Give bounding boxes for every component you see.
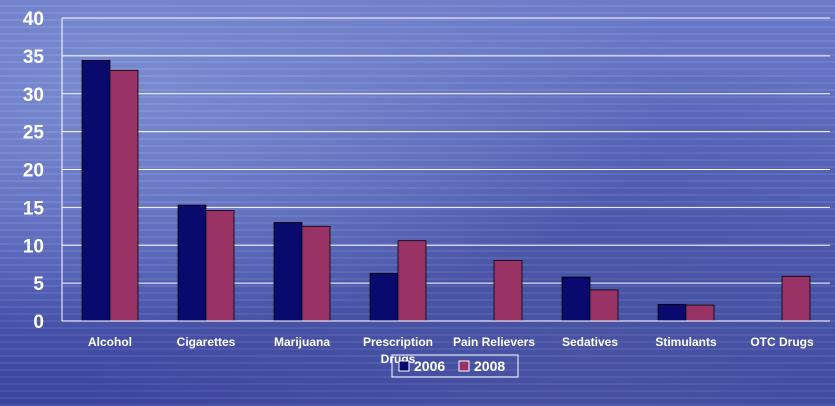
x-tick-label: Alcohol (88, 335, 132, 349)
legend-box (391, 354, 519, 378)
x-tick-label: Stimulants (655, 335, 717, 349)
bars (81, 60, 811, 322)
y-tick-label: 0 (33, 312, 44, 333)
bar-2008-cigarettes (205, 210, 235, 322)
bar-2006-stimulants (657, 303, 687, 322)
bar-2008-sedatives (589, 289, 619, 322)
bar-2008-prescription-drugs (397, 240, 427, 322)
x-tick-label: Sedatives (562, 335, 618, 349)
legend: 2006 2008 (391, 354, 519, 378)
x-axis: Alcohol Cigarettes Marijuana Prescription Dr… (62, 320, 830, 366)
bar-2008-marijuana (301, 225, 331, 322)
legend-swatch (458, 360, 470, 372)
gridlines (62, 17, 830, 284)
y-tick-label: 15 (23, 198, 45, 219)
y-tick-label: 40 (23, 9, 44, 30)
x-tick-label: Cigarettes (177, 335, 236, 349)
bar-2006-sedatives (561, 276, 591, 322)
x-tick-label: Marijuana (274, 335, 330, 349)
bar-2008-alcohol (109, 69, 139, 322)
y-tick-label: 5 (33, 274, 44, 295)
x-tick-label: Pain Relievers (453, 335, 535, 349)
legend-label: 2008 (474, 358, 505, 374)
y-tick-label: 20 (23, 161, 44, 182)
y-tick-label: 30 (23, 85, 44, 106)
bar-2008-pain-relievers (493, 259, 523, 322)
x-tick-label: OTC Drugs (750, 335, 814, 349)
x-tick-label: Drugs (381, 352, 416, 366)
legend-label: 2006 (414, 358, 445, 374)
bar-2006-cigarettes (177, 204, 207, 322)
x-tick-label: Prescription (363, 335, 433, 349)
bar-2006-prescription-drugs (369, 272, 399, 322)
bar-2006-marijuana (273, 222, 303, 322)
y-axis: 0 5 10 15 20 25 30 35 40 (23, 9, 63, 333)
bar-2006-alcohol (81, 60, 111, 322)
legend-swatch (398, 360, 410, 372)
y-tick-label: 25 (23, 123, 45, 144)
y-tick-label: 10 (23, 236, 44, 257)
bar-2008-stimulants (685, 304, 715, 322)
bar-2008-otc-drugs (781, 275, 811, 322)
y-tick-label: 35 (23, 47, 45, 68)
